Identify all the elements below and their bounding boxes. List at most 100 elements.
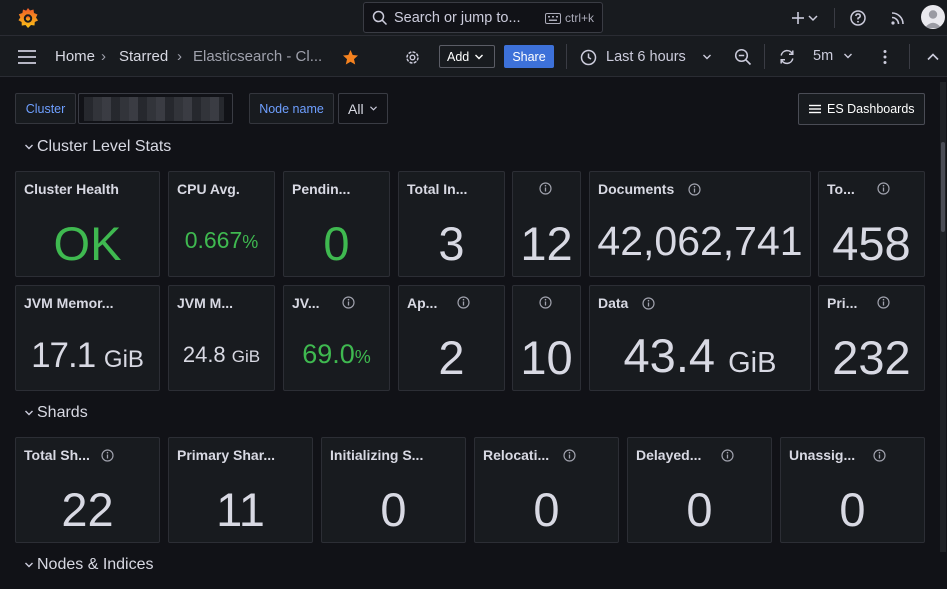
- panel-value: 0.667%: [169, 227, 274, 254]
- info-icon[interactable]: [877, 182, 890, 195]
- scrollbar-thumb[interactable]: [941, 142, 945, 232]
- refresh-interval-label: 5m: [813, 48, 834, 64]
- rss-feed-icon[interactable]: [889, 9, 907, 27]
- row-cluster-level-stats[interactable]: Cluster Level Stats: [24, 138, 171, 156]
- value-number: 17.1: [31, 336, 96, 375]
- panel-cpu-avg[interactable]: CPU Avg. 0.667%: [168, 171, 275, 277]
- row-title: Nodes & Indices: [37, 556, 154, 573]
- vertical-scrollbar[interactable]: [940, 82, 946, 552]
- dashboard-nav-bar: Home › Starred › Elasticsearch - Cl... A…: [0, 36, 947, 77]
- panel-initializing-shards[interactable]: Initializing S... 0: [321, 437, 466, 543]
- panel-value: 11: [216, 483, 265, 536]
- info-icon[interactable]: [457, 296, 470, 309]
- search-placeholder: Search or jump to...: [394, 9, 521, 26]
- menu-icon[interactable]: [17, 49, 37, 65]
- panel-unassigned-shards[interactable]: Unassig... 0: [780, 437, 925, 543]
- value-unit: %: [354, 347, 371, 367]
- panel-data[interactable]: Data 43.4 GiB: [589, 285, 811, 391]
- panel-untitled-10[interactable]: 10: [512, 285, 581, 391]
- panel-value: 42,062,741: [597, 218, 803, 264]
- user-avatar[interactable]: [921, 5, 945, 29]
- search-shortcut-text: ctrl+k: [564, 11, 594, 25]
- panel-title: To...: [827, 181, 855, 197]
- panel-value: 0: [839, 483, 866, 536]
- star-icon[interactable]: [342, 49, 359, 66]
- panel-value: 24.8 GiB: [169, 342, 274, 368]
- chevron-down-icon: [25, 562, 33, 568]
- panel-jvm-memory[interactable]: JVM Memor... 17.1 GiB: [15, 285, 160, 391]
- keyboard-icon: [544, 12, 561, 24]
- es-dashboards-label: ES Dashboards: [827, 102, 915, 116]
- panel-jvm-percent[interactable]: JV... 69.0%: [283, 285, 390, 391]
- info-icon[interactable]: [539, 182, 552, 195]
- panel-title: Total Sh...: [24, 447, 114, 463]
- search-input[interactable]: Search or jump to... ctrl+k: [363, 2, 603, 33]
- panel-title-text: Unassig...: [789, 447, 856, 463]
- info-icon[interactable]: [342, 296, 355, 309]
- panel-delayed-shards[interactable]: Delayed... 0: [627, 437, 772, 543]
- panel-value: 0: [380, 483, 407, 536]
- panel-value: 22: [61, 483, 114, 536]
- cluster-variable-label: Cluster: [15, 93, 76, 124]
- more-vertical-icon[interactable]: [876, 48, 894, 66]
- plus-icon[interactable]: [789, 9, 807, 27]
- share-button[interactable]: Share: [504, 45, 554, 68]
- panel-total-shards[interactable]: Total Sh... 22: [15, 437, 160, 543]
- row-nodes-indices[interactable]: Nodes & Indices: [24, 556, 154, 574]
- help-icon[interactable]: [849, 9, 867, 27]
- zoom-out-icon[interactable]: [734, 48, 752, 66]
- info-icon[interactable]: [873, 448, 886, 462]
- refresh-interval-picker[interactable]: 5m: [813, 48, 853, 64]
- panel-total[interactable]: To... 458: [818, 171, 925, 277]
- value-number: 0.667: [184, 227, 243, 253]
- time-range-picker[interactable]: Last 6 hours: [580, 47, 712, 67]
- info-icon[interactable]: [877, 296, 890, 309]
- value-number: 69.0: [302, 339, 355, 369]
- settings-gear-icon[interactable]: [404, 49, 421, 66]
- row-shards[interactable]: Shards: [24, 404, 88, 422]
- info-icon[interactable]: [721, 448, 734, 462]
- panel-title-text: Data: [598, 295, 629, 311]
- refresh-icon[interactable]: [778, 48, 796, 66]
- panel-total-indices[interactable]: Total In... 3: [398, 171, 505, 277]
- panel-title: Documents: [598, 181, 701, 197]
- chevron-down-icon[interactable]: [807, 9, 819, 27]
- breadcrumb-dashboard: Elasticsearch - Cl...: [193, 48, 323, 65]
- panel-value: 43.4 GiB: [590, 328, 810, 383]
- panel-pending-tasks[interactable]: Pendin... 0: [283, 171, 390, 277]
- node-name-value: All: [348, 100, 364, 117]
- panel-title: Pri...: [827, 295, 858, 311]
- info-icon[interactable]: [101, 448, 114, 462]
- panel-title: Data: [598, 295, 655, 311]
- value-unit: GiB: [728, 347, 777, 379]
- panel-applications[interactable]: Ap... 2: [398, 285, 505, 391]
- info-icon[interactable]: [539, 296, 552, 309]
- panel-value: 0: [686, 483, 713, 536]
- es-dashboards-link[interactable]: ES Dashboards: [798, 93, 925, 125]
- divider: [834, 8, 835, 28]
- panel-cluster-health[interactable]: Cluster Health OK: [15, 171, 160, 277]
- panel-untitled-12[interactable]: 12: [512, 171, 581, 277]
- chevron-up-icon[interactable]: [924, 48, 942, 66]
- panel-documents[interactable]: Documents 42,062,741: [589, 171, 811, 277]
- panel-title: Ap...: [407, 295, 438, 311]
- grafana-logo-icon[interactable]: [16, 6, 40, 30]
- info-icon[interactable]: [688, 182, 701, 196]
- info-icon[interactable]: [642, 296, 655, 310]
- breadcrumb-starred[interactable]: Starred: [119, 48, 169, 65]
- panel-primary[interactable]: Pri... 232: [818, 285, 925, 391]
- info-icon[interactable]: [563, 448, 576, 462]
- add-button[interactable]: Add: [439, 45, 495, 68]
- node-name-variable-select[interactable]: All: [338, 93, 388, 124]
- breadcrumb-home[interactable]: Home: [55, 48, 96, 65]
- panel-relocating-shards[interactable]: Relocati... 0: [474, 437, 619, 543]
- panel-value: 12: [520, 217, 573, 270]
- avatar-icon: [924, 10, 942, 28]
- panel-primary-shards[interactable]: Primary Shar... 11: [168, 437, 313, 543]
- panel-value: 0: [533, 483, 560, 536]
- panel-title: Relocati...: [483, 447, 576, 463]
- search-icon: [372, 10, 388, 25]
- panel-value: 458: [832, 217, 911, 270]
- panel-jvm-max[interactable]: JVM M... 24.8 GiB: [168, 285, 275, 391]
- panel-title-text: Total Sh...: [24, 447, 90, 463]
